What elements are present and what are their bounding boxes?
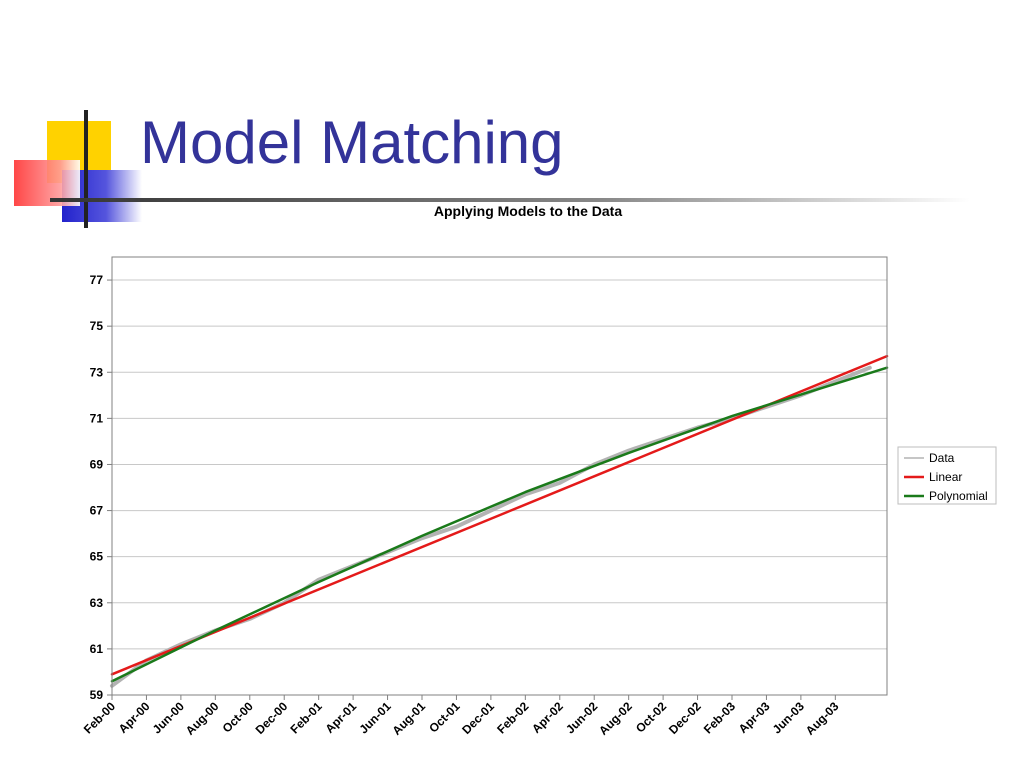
x-tick-label: Oct-02 xyxy=(633,699,670,736)
x-tick-label: Apr-01 xyxy=(322,699,359,736)
title-decoration xyxy=(14,110,970,228)
legend-label: Polynomial xyxy=(929,489,988,503)
x-tick-label: Dec-02 xyxy=(666,699,704,737)
data-point xyxy=(455,525,458,528)
data-point xyxy=(558,481,561,485)
x-tick-label: Aug-01 xyxy=(389,699,428,738)
legend: Data Linear Polynomial xyxy=(897,446,997,505)
x-tick-label: Feb-03 xyxy=(701,699,738,736)
x-tick-label: Dec-01 xyxy=(459,699,497,737)
y-tick-label: 63 xyxy=(90,596,104,610)
y-tick-label: 67 xyxy=(90,504,104,518)
data-point xyxy=(627,449,630,452)
x-tick-label: Dec-00 xyxy=(253,699,291,737)
x-tick-label: Jun-03 xyxy=(770,699,807,736)
y-tick-label: 69 xyxy=(90,457,104,471)
y-tick-label: 73 xyxy=(90,365,104,379)
y-tick-label: 61 xyxy=(90,642,104,656)
x-tick-label: Feb-02 xyxy=(494,699,531,736)
x-tick-label: Apr-00 xyxy=(116,699,153,736)
y-tick-label: 71 xyxy=(90,411,104,425)
plot-border xyxy=(111,256,888,696)
slide-title: Model Matching xyxy=(140,109,564,176)
legend-box xyxy=(897,446,997,505)
x-tick-label: Jun-00 xyxy=(150,699,187,736)
x-tick-label: Apr-03 xyxy=(736,699,773,736)
x-tick-label: Aug-03 xyxy=(803,699,842,738)
x-tick-label: Feb-00 xyxy=(81,699,118,736)
data-point xyxy=(317,578,320,581)
data-point xyxy=(489,509,493,512)
plot-area xyxy=(112,257,887,695)
chart-title: Applying Models to the Data xyxy=(434,203,622,219)
legend-label: Linear xyxy=(929,470,962,484)
x-tick-label: Oct-00 xyxy=(220,699,257,736)
x-tick-label: Aug-02 xyxy=(596,699,635,738)
data-point xyxy=(420,537,424,540)
legend-label: Data xyxy=(929,451,955,465)
y-tick-label: 75 xyxy=(90,319,104,333)
deco-horizontal-line xyxy=(50,198,970,202)
data-point xyxy=(868,366,871,369)
y-tick-label: 59 xyxy=(90,688,104,702)
deco-vertical-line xyxy=(84,110,88,228)
y-tick-label: 65 xyxy=(90,550,104,564)
series-line-polynomial xyxy=(110,366,889,683)
data-point xyxy=(834,380,837,383)
x-tick-label: Jun-02 xyxy=(563,699,600,736)
y-tick-label: 77 xyxy=(90,273,104,287)
x-tick-label: Apr-02 xyxy=(529,699,566,736)
x-tick-label: Jun-01 xyxy=(356,699,393,736)
x-tick-label: Oct-01 xyxy=(426,699,463,736)
data-point xyxy=(524,493,527,496)
x-tick-label: Aug-00 xyxy=(183,699,222,738)
x-tick-label: Feb-01 xyxy=(288,699,325,736)
